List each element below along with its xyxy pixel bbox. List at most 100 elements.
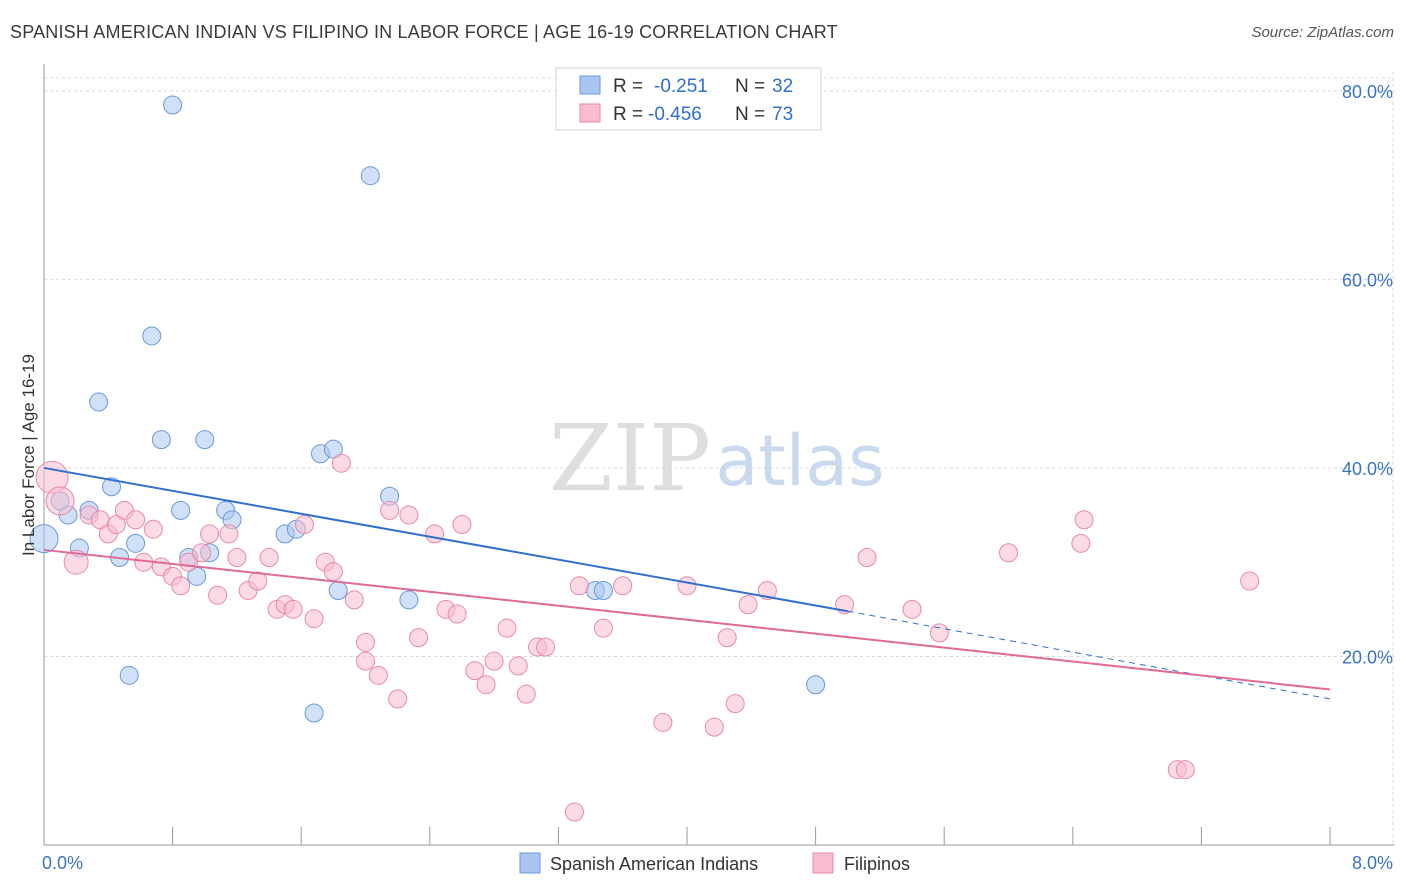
filipinos-point-68: [1074, 510, 1094, 530]
filipinos-point-34: [380, 500, 400, 520]
filipinos-point-54: [613, 576, 633, 596]
y-tick-label-2: 60.0%: [1342, 270, 1393, 290]
chart-title: SPANISH AMERICAN INDIAN VS FILIPINO IN L…: [10, 22, 838, 42]
spanish-american-indians-point-25: [304, 703, 324, 723]
filipinos-point-37: [409, 628, 429, 648]
filipinos-point-10: [143, 519, 163, 539]
legend-n-label-2: N =: [735, 104, 765, 125]
filipinos-point-53: [593, 618, 613, 638]
filipinos-point-2: [63, 549, 89, 575]
legend-n-value-1: 32: [772, 76, 793, 97]
filipinos-point-46: [508, 656, 528, 676]
spanish-american-indians-point-19: [119, 665, 139, 685]
filipinos-point-47: [516, 684, 536, 704]
y-tick-label-0: 20.0%: [1342, 647, 1393, 667]
bottom-legend-swatch-blue: [519, 852, 541, 874]
filipinos-point-44: [484, 651, 504, 671]
y-tick-label-3: 80.0%: [1342, 82, 1393, 102]
legend-r-label-2: R =: [613, 104, 643, 125]
trend-line-spanish-american-indians-extension: [847, 610, 1331, 700]
x-tick-label-min: 0.0%: [42, 853, 83, 873]
bottom-legend-swatch-pink: [812, 852, 834, 874]
filipinos-point-55: [653, 712, 673, 732]
filipinos-point-27: [304, 609, 324, 629]
filipinos-point-30: [331, 453, 351, 473]
spanish-american-indians-point-6: [102, 477, 122, 497]
filipinos-point-6: [106, 514, 126, 534]
spanish-american-indians-point-31: [806, 675, 826, 695]
filipinos-point-61: [757, 580, 777, 600]
filipinos-point-63: [857, 547, 877, 567]
filipinos-point-42: [465, 661, 485, 681]
bottom-legend: Spanish American Indians Filipinos: [519, 852, 910, 874]
spanish-american-indians-point-28: [399, 590, 419, 610]
series-filipinos: [35, 453, 1260, 822]
filipinos-point-43: [476, 675, 496, 695]
y-tick-labels: 20.0% 40.0% 60.0% 80.0%: [1342, 82, 1393, 668]
grid-lines: [44, 72, 1395, 845]
spanish-american-indians-point-8: [126, 533, 146, 553]
trend-line-spanish-american-indians: [43, 466, 848, 613]
trend-lines: [43, 466, 1331, 700]
spanish-american-indians-point-12: [171, 500, 191, 520]
filipinos-point-58: [717, 628, 737, 648]
y-axis-title: In Labor Force | Age 16-19: [19, 354, 38, 556]
filipinos-point-16: [200, 524, 220, 544]
legend-box: R = -0.251 N = 32 R = -0.456 N = 73: [555, 67, 822, 131]
filipinos-point-71: [1240, 571, 1260, 591]
filipinos-point-56: [677, 576, 697, 596]
filipinos-point-70: [1175, 760, 1195, 780]
filipinos-point-66: [999, 543, 1018, 563]
spanish-american-indians-point-5: [89, 392, 109, 412]
x-tick-label-max: 8.0%: [1352, 853, 1393, 873]
filipinos-point-29: [323, 562, 343, 582]
filipinos-point-1: [45, 486, 75, 516]
filipinos-point-25: [283, 599, 303, 619]
filipinos-point-49: [536, 637, 556, 657]
filipinos-point-26: [294, 514, 314, 534]
filipinos-point-13: [171, 576, 191, 596]
filipinos-point-33: [368, 665, 388, 685]
filipinos-point-59: [725, 694, 745, 714]
legend-swatch-pink: [579, 103, 601, 123]
watermark-zip: ZIP: [549, 405, 711, 512]
spanish-american-indians-point-9: [142, 326, 162, 346]
bottom-legend-label-blue: Spanish American Indians: [550, 854, 758, 874]
filipinos-point-51: [564, 802, 584, 822]
filipinos-point-38: [425, 524, 445, 544]
legend-r-label-1: R =: [613, 76, 643, 97]
filipinos-point-64: [902, 599, 922, 619]
filipinos-point-22: [259, 547, 279, 567]
source-note: Source: ZipAtlas.com: [1251, 24, 1394, 41]
spanish-american-indians-point-0: [29, 524, 59, 554]
filipinos-point-45: [497, 618, 517, 638]
legend-swatch-blue: [579, 75, 601, 95]
filipinos-point-19: [227, 547, 247, 567]
filipinos-point-52: [569, 576, 589, 596]
trend-line-filipinos: [43, 548, 1331, 691]
spanish-american-indians-point-24: [328, 580, 348, 600]
watermark-atlas: atlas: [715, 420, 884, 502]
filipinos-point-36: [399, 505, 419, 525]
legend-n-label-1: N =: [735, 76, 765, 97]
filipinos-point-21: [248, 571, 268, 591]
watermark: ZIP atlas: [549, 405, 885, 512]
filipinos-point-15: [192, 543, 212, 563]
filipinos-point-67: [1071, 533, 1091, 553]
legend-n-value-2: 73: [772, 104, 793, 125]
spanish-american-indians-point-23: [323, 439, 343, 459]
spanish-american-indians-point-15: [195, 430, 215, 450]
filipinos-point-18: [219, 524, 239, 544]
spanish-american-indians-point-30: [593, 580, 613, 600]
axes: [43, 64, 1395, 846]
filipinos-point-41: [452, 514, 472, 534]
filipinos-point-31: [344, 590, 364, 610]
filipinos-point-35: [388, 689, 408, 709]
filipinos-point-8: [126, 510, 146, 530]
filipinos-point-57: [704, 717, 724, 737]
filipinos-point-50: [356, 651, 375, 671]
spanish-american-indians-point-10: [151, 430, 171, 450]
legend-r-value-2: -0.456: [648, 104, 702, 125]
filipinos-point-17: [208, 585, 228, 605]
